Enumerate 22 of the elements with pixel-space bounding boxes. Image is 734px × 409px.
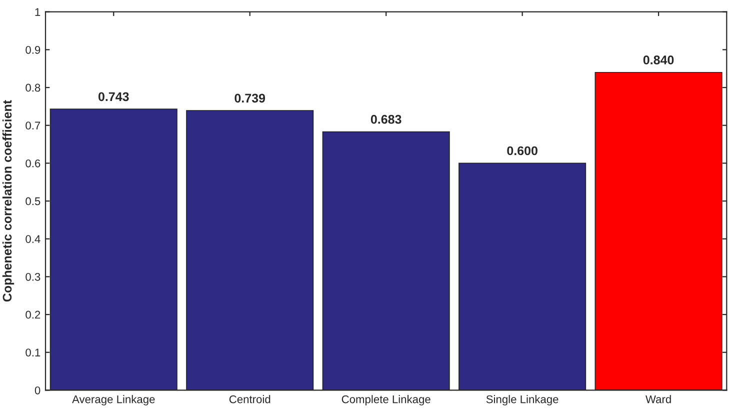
- y-tick-label: 1: [35, 8, 40, 16]
- y-axis-title: Cophenetic correlation coefficient: [2, 100, 14, 302]
- x-tick-label: Ward: [646, 395, 671, 404]
- data-label: 0.683: [370, 114, 402, 124]
- y-tick-label: 0.4: [26, 235, 40, 243]
- x-tick-label: Centroid: [229, 395, 270, 404]
- y-tick-label: 0.1: [26, 348, 40, 356]
- data-label: 0.840: [643, 56, 674, 64]
- data-label: 0.739: [234, 94, 266, 103]
- y-tick-label: 0.7: [26, 122, 40, 130]
- x-tick-label: Complete Linkage: [342, 395, 430, 406]
- y-tick-label: 0.6: [26, 159, 40, 168]
- y-tick-label: 0: [34, 386, 40, 394]
- y-tick-label: 0.8: [26, 84, 40, 92]
- x-tick-label: Average Linkage: [72, 395, 155, 406]
- y-tick-label: 0.3: [26, 272, 40, 281]
- y-tick-label: 0.5: [26, 197, 40, 206]
- y-tick-label: 0.2: [26, 310, 40, 319]
- data-label: 0.743: [98, 92, 129, 102]
- y-tick-label: 0.9: [26, 46, 40, 54]
- data-label: 0.600: [507, 146, 538, 156]
- x-tick-label: Single Linkage: [486, 395, 558, 406]
